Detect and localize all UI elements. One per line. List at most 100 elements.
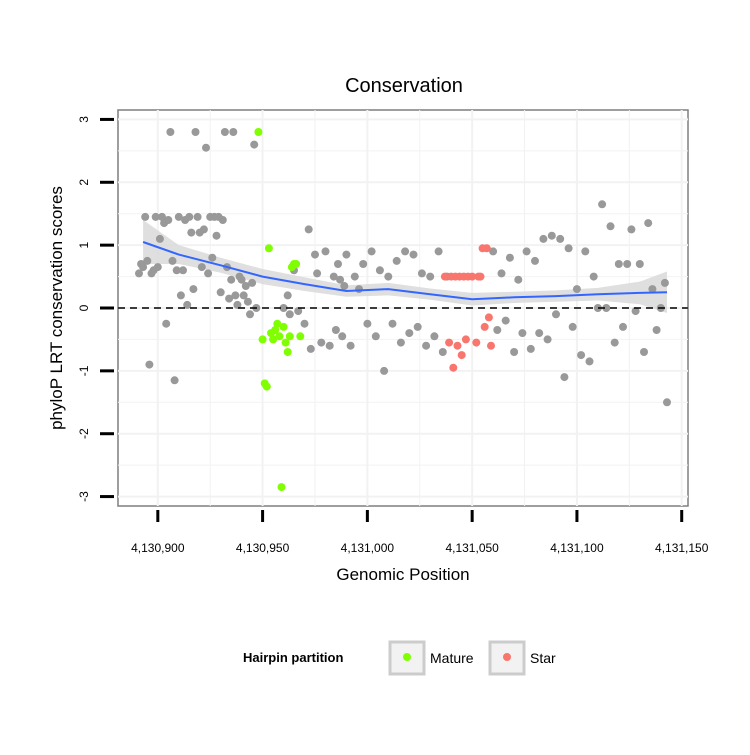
point-other [547,231,556,240]
point-other [663,398,671,407]
point-other [331,326,340,334]
point-star [468,272,477,281]
point-other [593,304,602,312]
point-other [413,322,422,331]
point-other [311,250,319,259]
point-other [355,285,363,294]
point-other [321,247,330,256]
point-other [380,366,389,375]
point-other [577,351,586,360]
point-other [172,266,181,275]
points-layer [135,128,671,492]
confidence-ribbon [143,220,668,313]
x-tick-label: 4,130,900 [131,541,185,555]
point-star [484,313,493,322]
point-star [487,341,495,350]
point-other [497,269,506,278]
point-other [170,376,179,385]
point-other [627,225,636,234]
y-tick-label: -3 [77,491,91,502]
point-mature [264,244,273,253]
point-other [158,212,166,221]
point-other [552,310,560,319]
point-other [204,269,213,278]
y-axis-label: phyloP LRT conservation scores [47,186,66,430]
point-other [243,297,252,306]
point-mature [285,332,294,341]
point-other [199,225,208,234]
point-other [518,329,527,338]
point-mature [281,338,290,347]
point-mature [292,260,301,268]
point-other [409,250,418,259]
point-other [434,247,443,256]
axes: 4,130,900 4,130,950 4,131,000 4,131,050 4,13… [77,116,709,555]
point-other [342,250,351,259]
point-other [568,322,577,331]
point-other [635,260,644,268]
point-other [514,275,523,284]
y-tick-label: 2 [77,179,91,186]
point-other [531,256,539,265]
point-star [445,338,454,347]
y-tick-label: -1 [77,365,91,376]
point-other [648,285,657,294]
point-other [564,244,573,253]
y-tick-label: 0 [77,304,91,311]
point-other [602,304,611,312]
point-star [476,272,485,281]
point-other [185,212,194,221]
point-other [233,300,242,309]
point-other [220,128,229,136]
point-other [392,256,401,265]
legend-label-mature: Mature [430,650,474,666]
point-other [193,212,202,221]
point-other [535,329,544,338]
point-other [231,291,240,300]
point-other [340,282,349,290]
point-star [449,363,458,372]
point-other [359,260,368,268]
point-other [438,348,447,356]
point-other [143,256,152,265]
point-other [208,253,217,262]
point-star [461,335,470,344]
point-other [422,341,431,350]
point-other [610,338,619,347]
point-other [619,322,627,331]
series-other [135,128,671,407]
point-other [522,247,531,256]
point-other [336,275,345,284]
x-tick-label: 4,131,000 [341,541,395,555]
point-other [606,222,615,231]
point-other [334,260,342,268]
y-tick-label: -2 [77,428,91,439]
point-other [346,341,355,350]
point-other [325,341,334,350]
x-tick-label: 4,131,050 [445,541,499,555]
point-other [405,329,414,338]
point-other [174,212,183,221]
x-axis-label: Genomic Position [336,565,469,584]
point-other [294,307,303,316]
point-other [505,253,514,262]
point-other [279,304,288,312]
series-mature [254,128,305,492]
point-other [350,272,359,281]
point-other [317,338,326,347]
point-mature [254,128,263,136]
point-other [581,247,590,256]
point-mature [279,322,288,331]
point-other [526,344,535,353]
point-other [202,143,210,152]
point-other [164,216,173,224]
point-other [371,332,380,341]
point-other [145,360,154,369]
point-other [560,373,569,382]
smooth-line [142,241,668,301]
point-other [401,247,410,256]
point-other [304,225,313,234]
point-other [155,234,164,243]
x-tick-label: 4,131,100 [550,541,604,555]
